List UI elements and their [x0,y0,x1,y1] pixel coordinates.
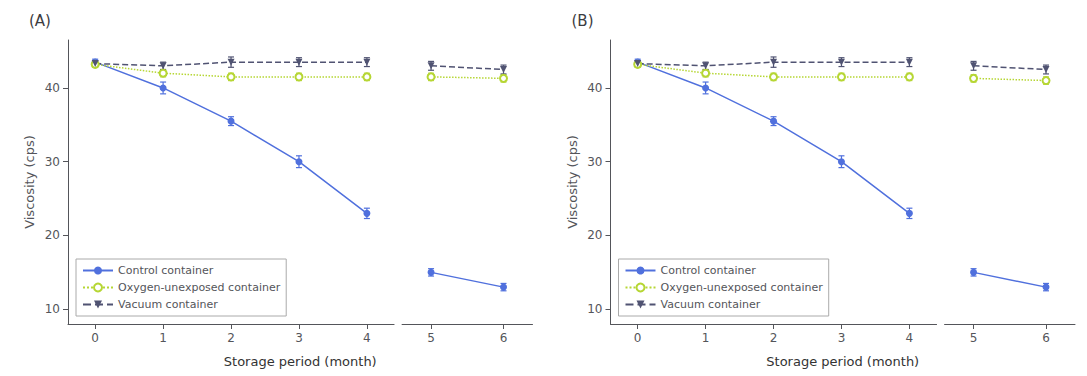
svg-text:40: 40 [45,81,60,95]
svg-text:3: 3 [295,331,303,345]
svg-text:(A): (A) [29,12,51,30]
svg-text:Storage period (month): Storage period (month) [224,354,377,369]
svg-text:0: 0 [634,331,642,345]
svg-text:(B): (B) [572,12,594,30]
svg-text:10: 10 [45,302,60,316]
svg-text:Vacuum container: Vacuum container [661,298,761,311]
svg-text:Control container: Control container [661,264,757,277]
svg-text:Storage period (month): Storage period (month) [766,354,919,369]
svg-text:1: 1 [159,331,167,345]
svg-text:Viscosity (cps): Viscosity (cps) [22,135,37,229]
svg-text:40: 40 [587,81,602,95]
svg-text:2: 2 [227,331,235,345]
svg-text:Viscosity (cps): Viscosity (cps) [565,135,580,229]
svg-text:4: 4 [363,331,371,345]
svg-text:Vacuum container: Vacuum container [118,298,218,311]
svg-text:3: 3 [838,331,846,345]
svg-text:2: 2 [770,331,778,345]
svg-text:Oxygen-unexposed container: Oxygen-unexposed container [661,281,824,294]
svg-text:5: 5 [970,331,978,345]
svg-text:20: 20 [587,228,602,242]
svg-text:Oxygen-unexposed container: Oxygen-unexposed container [118,281,281,294]
svg-text:6: 6 [1042,331,1050,345]
svg-text:4: 4 [906,331,914,345]
svg-text:Control container: Control container [118,264,214,277]
svg-text:20: 20 [45,228,60,242]
svg-text:5: 5 [427,331,435,345]
svg-text:10: 10 [587,302,602,316]
svg-text:1: 1 [702,331,710,345]
svg-text:0: 0 [91,331,99,345]
svg-text:30: 30 [587,155,602,169]
svg-text:6: 6 [500,331,508,345]
svg-text:30: 30 [45,155,60,169]
